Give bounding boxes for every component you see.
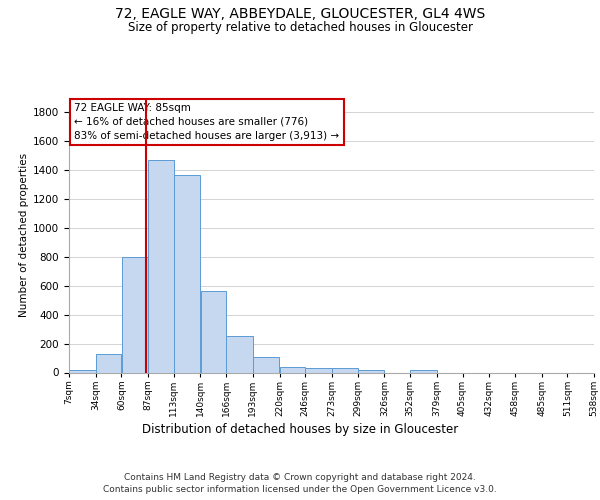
Text: Distribution of detached houses by size in Gloucester: Distribution of detached houses by size … xyxy=(142,422,458,436)
Text: Size of property relative to detached houses in Gloucester: Size of property relative to detached ho… xyxy=(128,21,473,34)
Bar xyxy=(69,370,95,372)
Bar xyxy=(280,368,305,372)
Y-axis label: Number of detached properties: Number of detached properties xyxy=(19,153,29,317)
Bar xyxy=(226,336,253,372)
Bar xyxy=(96,354,121,372)
Bar xyxy=(332,368,358,372)
Bar xyxy=(122,258,148,372)
Bar xyxy=(253,356,280,372)
Bar xyxy=(174,175,200,372)
Bar xyxy=(410,370,437,372)
Bar xyxy=(148,160,173,372)
Bar xyxy=(200,292,226,372)
Text: 72 EAGLE WAY: 85sqm
← 16% of detached houses are smaller (776)
83% of semi-detac: 72 EAGLE WAY: 85sqm ← 16% of detached ho… xyxy=(74,103,340,141)
Bar xyxy=(305,368,332,372)
Text: Contains public sector information licensed under the Open Government Licence v3: Contains public sector information licen… xyxy=(103,485,497,494)
Bar xyxy=(358,370,384,372)
Text: 72, EAGLE WAY, ABBEYDALE, GLOUCESTER, GL4 4WS: 72, EAGLE WAY, ABBEYDALE, GLOUCESTER, GL… xyxy=(115,8,485,22)
Text: Contains HM Land Registry data © Crown copyright and database right 2024.: Contains HM Land Registry data © Crown c… xyxy=(124,472,476,482)
